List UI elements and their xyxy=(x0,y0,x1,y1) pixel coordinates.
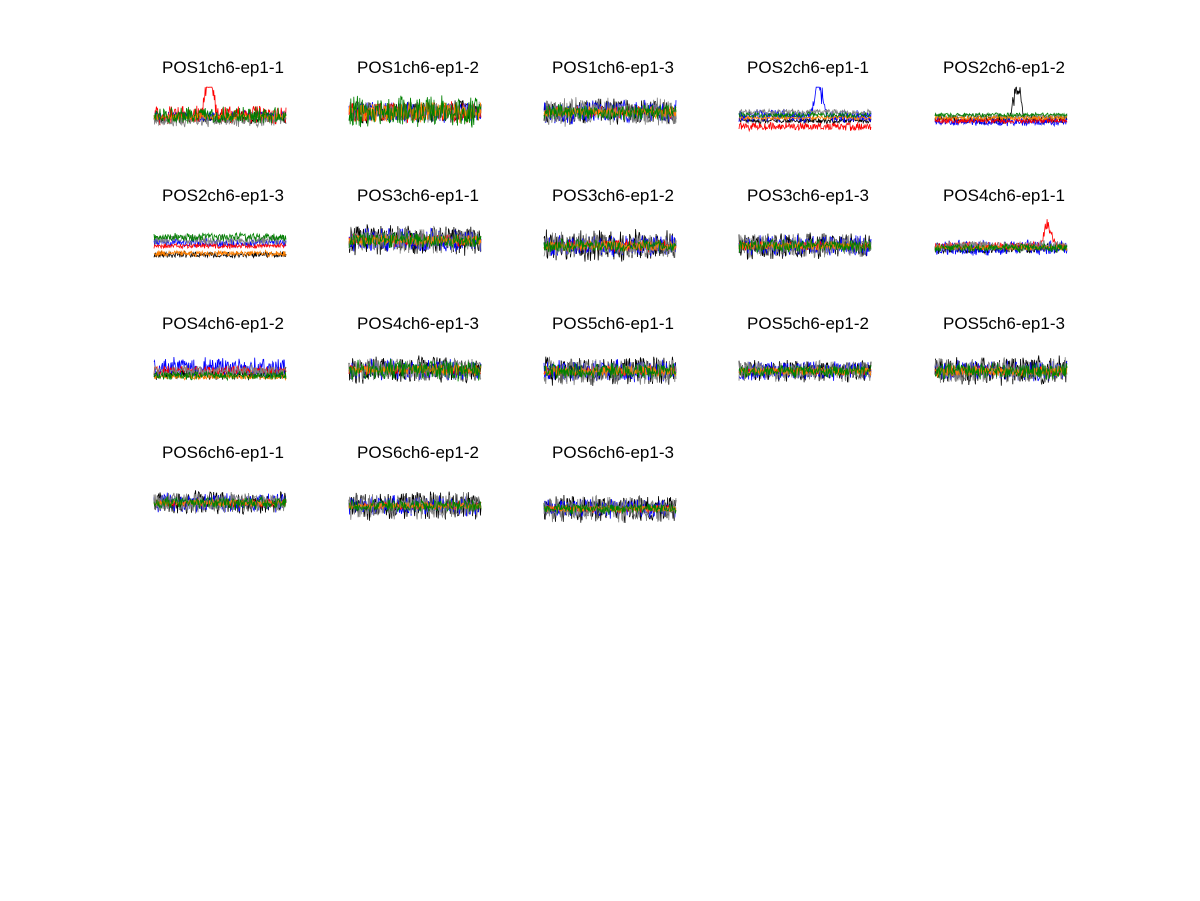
subplot-panel: POS6ch6-ep1-3 xyxy=(528,443,728,548)
series-line xyxy=(934,114,1068,122)
series-line xyxy=(543,365,677,378)
subplot-panel: POS2ch6-ep1-3 xyxy=(138,186,338,291)
series-line xyxy=(934,111,1068,119)
series-line xyxy=(348,95,482,128)
series-line xyxy=(348,231,482,249)
subplot-panel: POS1ch6-ep1-3 xyxy=(528,58,728,163)
series-line xyxy=(348,358,482,382)
subplot-traces xyxy=(348,95,482,128)
subplot-title: POS1ch6-ep1-2 xyxy=(357,58,479,77)
subplot-traces xyxy=(153,231,287,259)
series-line xyxy=(934,362,1068,381)
subplot-traces xyxy=(543,356,677,386)
subplot-panel: POS4ch6-ep1-1 xyxy=(919,186,1119,291)
series-line xyxy=(934,112,1068,121)
subplot-traces xyxy=(934,86,1068,128)
subplot-title: POS5ch6-ep1-2 xyxy=(747,314,869,333)
subplot-traces xyxy=(543,97,677,127)
subplot-traces xyxy=(738,359,872,383)
subplot-panel: POS3ch6-ep1-2 xyxy=(528,186,728,291)
subplot-panel: POS5ch6-ep1-3 xyxy=(919,314,1119,419)
subplot-panel: POS2ch6-ep1-1 xyxy=(723,58,923,163)
subplot-panel: POS3ch6-ep1-1 xyxy=(333,186,533,291)
subplot-title: POS5ch6-ep1-1 xyxy=(552,314,674,333)
subplot-panel: POS6ch6-ep1-1 xyxy=(138,443,338,548)
series-line xyxy=(153,242,287,250)
series-line xyxy=(543,494,677,524)
subplot-panel: POS3ch6-ep1-3 xyxy=(723,186,923,291)
subplot-title: POS4ch6-ep1-1 xyxy=(943,186,1065,205)
series-line xyxy=(738,364,872,379)
series-line xyxy=(153,231,287,243)
series-line xyxy=(934,364,1068,379)
subplot-title: POS3ch6-ep1-3 xyxy=(747,186,869,205)
series-line xyxy=(348,102,482,123)
subplot-panel: POS1ch6-ep1-2 xyxy=(333,58,533,163)
series-line xyxy=(738,111,872,119)
subplot-title: POS6ch6-ep1-3 xyxy=(552,443,674,462)
subplot-traces xyxy=(153,356,287,382)
subplot-panel: POS5ch6-ep1-2 xyxy=(723,314,923,419)
subplot-panel: POS1ch6-ep1-1 xyxy=(138,58,338,163)
subplot-traces xyxy=(738,232,872,261)
series-line xyxy=(543,103,677,121)
series-line xyxy=(738,121,872,133)
subplot-panel: POS4ch6-ep1-2 xyxy=(138,314,338,419)
subplot-title: POS2ch6-ep1-3 xyxy=(162,186,284,205)
series-line xyxy=(153,249,287,258)
subplot-panel: POS5ch6-ep1-1 xyxy=(528,314,728,419)
series-line xyxy=(348,498,482,513)
series-line xyxy=(153,495,287,510)
series-line xyxy=(543,238,677,254)
subplot-traces xyxy=(348,224,482,256)
series-line xyxy=(543,362,677,380)
subplot-traces xyxy=(348,491,482,521)
subplot-traces xyxy=(738,86,872,133)
series-line xyxy=(543,97,677,127)
series-line xyxy=(153,363,287,378)
subplot-title: POS3ch6-ep1-2 xyxy=(552,186,674,205)
subplot-traces xyxy=(934,219,1068,256)
subplot-traces xyxy=(543,229,677,262)
subplot-panel: POS6ch6-ep1-2 xyxy=(333,443,533,548)
subplot-panel: POS4ch6-ep1-3 xyxy=(333,314,533,419)
subplot-traces xyxy=(543,494,677,524)
series-line xyxy=(153,106,287,124)
series-line xyxy=(543,239,677,252)
subplot-title: POS2ch6-ep1-1 xyxy=(747,58,869,77)
series-line xyxy=(153,370,287,382)
subplot-traces xyxy=(934,355,1068,386)
subplot-title: POS1ch6-ep1-3 xyxy=(552,58,674,77)
subplot-traces xyxy=(153,490,287,515)
subplot-title: POS6ch6-ep1-1 xyxy=(162,443,284,462)
series-line xyxy=(738,115,872,122)
subplot-title: POS6ch6-ep1-2 xyxy=(357,443,479,462)
subplot-title: POS1ch6-ep1-1 xyxy=(162,58,284,77)
subplot-traces xyxy=(348,355,482,384)
series-line xyxy=(738,238,872,254)
subplot-traces xyxy=(153,86,287,129)
subplot-title: POS5ch6-ep1-3 xyxy=(943,314,1065,333)
subplot-title: POS4ch6-ep1-2 xyxy=(162,314,284,333)
subplot-title: POS4ch6-ep1-3 xyxy=(357,314,479,333)
series-line xyxy=(934,242,1068,254)
subplot-title: POS2ch6-ep1-2 xyxy=(943,58,1065,77)
subplot-panel: POS2ch6-ep1-2 xyxy=(919,58,1119,163)
subplot-title: POS3ch6-ep1-1 xyxy=(357,186,479,205)
series-line xyxy=(543,502,677,516)
